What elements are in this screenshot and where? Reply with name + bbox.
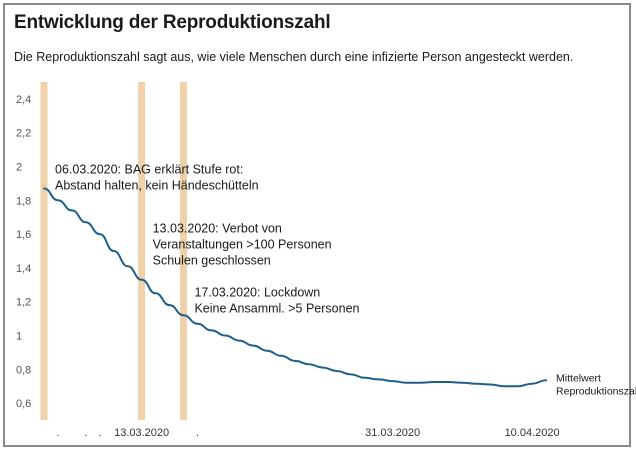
y-tick-label: 1,8 — [16, 195, 31, 207]
event-annotation-2: Veranstaltungen >100 Personen — [153, 237, 332, 251]
chart-frame — [3, 3, 631, 447]
x-minor-tick-mark: . — [84, 427, 87, 439]
event-markers — [40, 82, 187, 420]
event-annotation-1: 06.03.2020: BAG erklärt Stufe rot: — [55, 162, 243, 176]
y-tick-label: 2 — [16, 162, 22, 174]
event-annotation-1: Abstand halten, kein Händeschütteln — [55, 178, 259, 192]
event-marker-band-2 — [138, 82, 146, 420]
y-tick-label: 2,2 — [16, 128, 31, 140]
event-annotation-2: Schulen geschlossen — [153, 253, 271, 267]
y-tick-label: 1,6 — [16, 229, 31, 241]
event-annotation-3: 17.03.2020: Lockdown — [194, 286, 320, 300]
chart-title: Entwicklung der Reproduktionszahl — [14, 12, 331, 33]
y-tick-label: 2,4 — [16, 94, 31, 106]
series-end-label: Reproduktionszahl — [556, 385, 636, 397]
x-minor-tick-mark: . — [56, 427, 59, 439]
x-tick-label: 10.04.2020 — [505, 427, 560, 439]
series-end-label: Mittelwert — [556, 372, 601, 384]
event-annotation-3: Keine Ansamml. >5 Personen — [194, 302, 359, 316]
y-axis: 2,4 2,2 2 1,8 1,6 1,4 1,2 1 0,8 0,6 — [16, 94, 31, 410]
series-lines — [43, 187, 548, 388]
series-line-1 — [43, 187, 548, 388]
event-annotation-2: 13.03.2020: Verbot von — [153, 221, 282, 235]
event-marker-band-1 — [40, 82, 48, 420]
x-tick-label: 13.03.2020 — [114, 427, 169, 439]
x-tick-label: 31.03.2020 — [365, 427, 420, 439]
chart-subtitle: Die Reproduktionszahl sagt aus, wie viel… — [14, 50, 574, 64]
x-minor-tick-mark: . — [98, 427, 101, 439]
event-marker-band-3 — [179, 82, 187, 420]
x-minor-tick-mark: . — [196, 427, 199, 439]
y-tick-label: 0,6 — [16, 398, 31, 410]
y-tick-label: 1 — [16, 331, 22, 343]
x-axis: 13.03.2020 31.03.2020 10.04.2020.... — [56, 427, 559, 439]
y-tick-label: 1,2 — [16, 297, 31, 309]
y-tick-label: 1,4 — [16, 263, 31, 275]
y-tick-label: 0,8 — [16, 364, 31, 376]
